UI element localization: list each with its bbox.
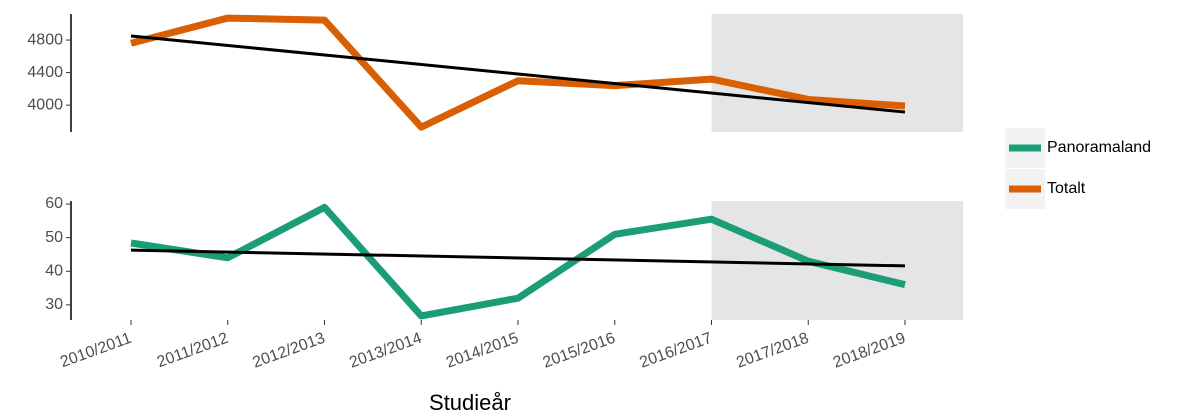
x-tick-label: 2012/2013 — [250, 330, 327, 372]
highlight-region — [711, 14, 963, 132]
y-tick-label: 4000 — [27, 96, 63, 113]
y-tick-label: 40 — [45, 262, 63, 279]
x-tick-label: 2013/2014 — [347, 330, 424, 372]
highlight-region — [711, 201, 963, 320]
series-line — [130, 14, 906, 131]
x-tick-label: 2018/2019 — [831, 330, 908, 372]
x-axis-title: Studieår — [429, 390, 511, 415]
x-tick-label: 2010/2011 — [58, 330, 134, 371]
y-tick-label: 60 — [45, 195, 63, 212]
series-line — [130, 203, 906, 320]
y-tick-label: 30 — [45, 296, 63, 313]
y-tick-label: 4400 — [27, 64, 63, 81]
legend-label: Totalt — [1047, 180, 1086, 197]
x-tick-label: 2011/2012 — [155, 330, 231, 371]
trend-line — [130, 248, 906, 268]
y-tick-label: 50 — [45, 229, 63, 246]
x-tick-label: 2017/2018 — [734, 330, 811, 372]
x-tick-label: 2014/2015 — [444, 330, 521, 372]
y-tick-label: 4800 — [27, 31, 63, 48]
x-tick-label: 2015/2016 — [541, 330, 618, 372]
legend-label: Panoramaland — [1047, 139, 1151, 156]
x-tick-label: 2016/2017 — [637, 330, 714, 372]
trend-line — [130, 34, 906, 114]
